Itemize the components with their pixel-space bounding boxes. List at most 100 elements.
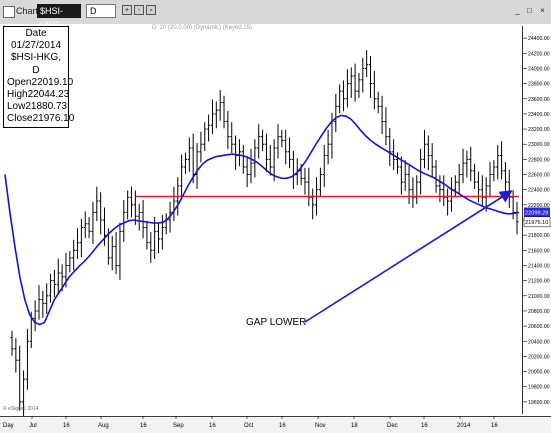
- y-tick-label: 22600.00: [528, 173, 550, 179]
- ohlc-bar: [199, 131, 203, 163]
- ohlc-bar: [214, 101, 218, 129]
- ohlc-bar: [365, 50, 369, 78]
- zoom-out-button[interactable]: -: [134, 5, 144, 15]
- ohlc-bar: [430, 143, 434, 178]
- minimize-icon[interactable]: _: [515, 6, 520, 15]
- ohlc-bar: [442, 175, 446, 206]
- ohlc-bar: [37, 285, 41, 320]
- ohlc-bar: [268, 144, 272, 176]
- ohlc-bar: [368, 55, 373, 98]
- ohlc-bar: [403, 160, 407, 191]
- ohlc-bar: [415, 175, 419, 205]
- ohlc-bar: [357, 72, 361, 98]
- ohlc-bar: [141, 199, 145, 239]
- ohlc-bar: [25, 328, 30, 390]
- ohlc-bar: [395, 152, 400, 174]
- y-tick-label: 23400.00: [528, 112, 550, 118]
- y-tick-label: 24000.00: [528, 66, 550, 72]
- gap-arrow: [304, 190, 513, 323]
- y-tick-label: 20400.00: [528, 339, 550, 345]
- time-axis[interactable]: [0, 416, 551, 433]
- ohlc-bar: [376, 91, 380, 114]
- ohlc-bar: [114, 232, 118, 275]
- ohlc-bar: [253, 139, 257, 178]
- ohlc-bar: [218, 90, 222, 121]
- y-tick-label: 23000.00: [528, 142, 550, 148]
- ohlc-bar: [318, 167, 322, 197]
- x-tick-label: Aug: [98, 423, 109, 429]
- ohlc-bar: [172, 186, 176, 222]
- ohlc-bar: [21, 370, 26, 417]
- ohlc-bar: [303, 167, 307, 195]
- ohlc-bar: [203, 122, 207, 152]
- ohlc-bar: [284, 129, 288, 165]
- ohlc-bar: [453, 175, 457, 197]
- ohlc-bar: [222, 95, 226, 129]
- ohlc-bar: [99, 192, 103, 235]
- ohlc-bar: [515, 201, 519, 235]
- ohlc-bar: [511, 190, 515, 220]
- ohlc-bar: [102, 207, 107, 246]
- x-tick-label: Oct: [244, 423, 254, 429]
- y-tick-label: 21200.00: [528, 279, 550, 285]
- ohlc-bar: [180, 154, 184, 197]
- ohlc-bar: [79, 218, 83, 258]
- ohlc-bar: [241, 144, 245, 174]
- ohlc-bar: [457, 163, 461, 195]
- chart-plot-area[interactable]: [0, 24, 551, 416]
- ohlc-bar: [338, 84, 342, 114]
- info-symbol: $HSI-HKG, D: [10, 52, 61, 76]
- ohlc-bar: [118, 222, 122, 280]
- ohlc-bar: [133, 190, 137, 225]
- svg-text:22099.29: 22099.29: [525, 210, 548, 216]
- info-date: Date 01/27/2014: [10, 28, 62, 52]
- x-tick-label: Nov: [315, 423, 326, 429]
- ohlc-bar: [334, 93, 338, 133]
- ohlc-bar: [399, 156, 403, 195]
- ohlc-bar: [461, 148, 465, 184]
- ohlc-bar: [68, 251, 72, 273]
- ohlc-bar: [307, 167, 311, 206]
- ohlc-bar: [95, 186, 99, 222]
- ohlc-bar: [164, 213, 168, 235]
- ohlc-bar: [492, 160, 496, 182]
- ohlc-bar: [341, 80, 346, 112]
- y-tick-label: 22200.00: [528, 203, 550, 209]
- ohlc-bar: [126, 190, 130, 220]
- ohlc-bar: [87, 216, 91, 239]
- ohlc-bar: [156, 222, 161, 254]
- close-price-marker: 21976.10: [523, 216, 551, 228]
- x-tick-label: Sep: [173, 423, 184, 429]
- ohlc-bar: [449, 177, 454, 212]
- copyright-label: © eSignal, 2014: [3, 405, 39, 412]
- x-tick-label: Dec: [387, 423, 398, 429]
- ohlc-bar: [384, 107, 388, 146]
- window-app-label: Chart: [16, 6, 39, 16]
- maximize-icon[interactable]: □: [527, 6, 532, 15]
- interval-input[interactable]: D: [86, 4, 116, 18]
- zoom-in-button[interactable]: +: [122, 5, 132, 15]
- ohlc-bar: [469, 146, 473, 182]
- ohlc-bar: [237, 139, 242, 167]
- y-tick-label: 22400.00: [528, 188, 550, 194]
- close-icon[interactable]: ×: [540, 6, 545, 15]
- info-row-high: High 22044.23: [7, 89, 70, 101]
- y-tick-label: 21800.00: [528, 233, 550, 239]
- ohlc-bar: [207, 114, 211, 142]
- info-row-open: Open 22019.10: [7, 76, 74, 88]
- ohlc-bar: [372, 71, 376, 110]
- ohlc-bar: [276, 124, 280, 159]
- y-tick-label: 20000.00: [528, 370, 550, 376]
- ohlc-bar: [353, 63, 357, 102]
- ohlc-bar: [83, 211, 87, 239]
- chart-options-button[interactable]: ▫: [146, 5, 156, 15]
- y-tick-label: 19600.00: [528, 400, 550, 406]
- info-row-close: Close 21976.10: [7, 113, 75, 125]
- x-tick-label: Jul: [29, 423, 37, 429]
- ohlc-bar: [48, 273, 53, 303]
- ohlc-bar: [480, 175, 484, 206]
- ohlc-bar: [41, 290, 45, 318]
- svg-text:21976.10: 21976.10: [525, 220, 548, 226]
- studies-label: D: 20 (20,0.00) (Dynamic) (Keyed 15): [152, 25, 253, 31]
